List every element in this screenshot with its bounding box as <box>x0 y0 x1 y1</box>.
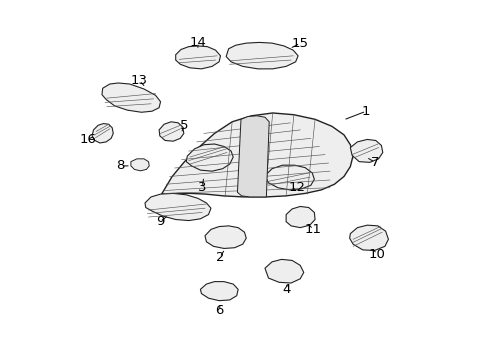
Text: 12: 12 <box>287 181 305 194</box>
Polygon shape <box>237 116 269 197</box>
Text: 16: 16 <box>79 133 96 146</box>
Polygon shape <box>204 226 246 248</box>
Text: 8: 8 <box>116 159 124 172</box>
Polygon shape <box>349 139 382 162</box>
Text: 2: 2 <box>215 251 224 264</box>
Text: 15: 15 <box>291 37 308 50</box>
Text: 6: 6 <box>215 304 224 317</box>
Polygon shape <box>225 42 298 69</box>
Polygon shape <box>264 259 303 283</box>
Polygon shape <box>264 165 314 190</box>
Polygon shape <box>131 159 149 171</box>
Polygon shape <box>285 207 314 228</box>
Polygon shape <box>175 46 220 69</box>
Polygon shape <box>186 144 233 171</box>
Text: 1: 1 <box>361 105 370 118</box>
Text: 11: 11 <box>304 223 321 236</box>
Text: 4: 4 <box>282 283 290 296</box>
Polygon shape <box>161 113 352 197</box>
Polygon shape <box>102 83 160 112</box>
Polygon shape <box>200 282 238 301</box>
Text: 14: 14 <box>189 36 206 49</box>
Text: 13: 13 <box>131 74 147 87</box>
Text: 5: 5 <box>180 119 188 132</box>
Text: 3: 3 <box>198 181 206 194</box>
Polygon shape <box>159 122 183 141</box>
Polygon shape <box>349 225 387 251</box>
Text: 10: 10 <box>367 248 385 261</box>
Polygon shape <box>145 193 210 221</box>
Text: 7: 7 <box>370 156 379 169</box>
Polygon shape <box>92 123 113 143</box>
Text: 9: 9 <box>155 215 163 228</box>
